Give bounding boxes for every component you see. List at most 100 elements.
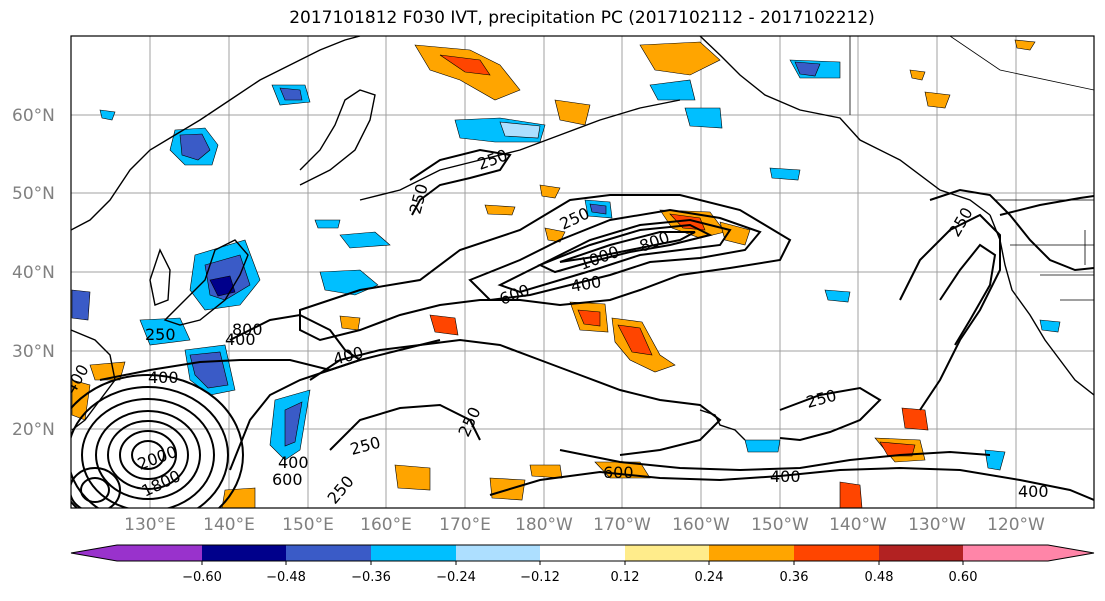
coastline-asia — [71, 36, 361, 231]
colorbar-segment — [963, 545, 1048, 561]
lon-label: 140°W — [829, 515, 887, 535]
ivt-contour-250 — [329, 403, 481, 451]
coastlines — [71, 36, 1094, 441]
precip-negative-area — [684, 107, 723, 129]
lon-label: 160°W — [672, 515, 730, 535]
coastline-aleutians — [359, 99, 681, 201]
colorbar-segment — [625, 545, 709, 561]
lon-label: 150°E — [282, 515, 334, 535]
contour-label: 400 — [278, 453, 309, 472]
contour-label: 250 — [145, 325, 176, 344]
precip-positive-area — [577, 309, 601, 327]
colorbar-segment — [202, 545, 286, 561]
precip-positive-area — [924, 91, 951, 109]
colorbar-segment — [794, 545, 879, 561]
coastline-na-west — [989, 214, 1094, 396]
ivt-contour-ring — [95, 410, 201, 500]
colorbar-tick-label: −0.24 — [436, 570, 476, 585]
precip-positive-area — [89, 361, 126, 381]
lon-label: 130°W — [908, 515, 966, 535]
precip-negative-area — [499, 121, 541, 139]
precip-positive-area — [901, 407, 929, 431]
ivt-contour-ring — [131, 440, 165, 470]
colorbar-tick-label: −0.48 — [266, 570, 306, 585]
precip-positive-area — [529, 464, 563, 479]
coastline-kamchatka — [299, 89, 376, 186]
contour-label: 400 — [1018, 482, 1049, 501]
precip-positive-area — [639, 41, 721, 76]
precip-negative-area — [279, 87, 303, 101]
ivt-contour-ring — [80, 477, 110, 503]
lat-label: 60°N — [12, 106, 55, 126]
ivt-contour-250 — [299, 194, 792, 342]
contour-label: 400 — [148, 368, 179, 387]
precip-negative-area — [744, 439, 781, 453]
lon-label: 170°E — [439, 515, 491, 535]
lon-label: 150°W — [751, 515, 809, 535]
precip-positive-area — [1014, 39, 1036, 51]
ivt-contour-800 — [537, 223, 713, 274]
colorbar-tick-label: −0.36 — [351, 570, 391, 585]
colorbar-tick-label: 0.12 — [611, 570, 640, 585]
ivt-contour-ring — [119, 430, 177, 480]
lon-label: 120°W — [987, 515, 1045, 535]
colorbar-segment — [286, 545, 371, 561]
precip-positive-area — [879, 441, 916, 457]
precip-negative-area — [649, 79, 696, 101]
colorbar-tick-label: 0.36 — [780, 570, 809, 585]
precip-negative-area — [179, 133, 211, 161]
precip-negative-area — [99, 109, 116, 121]
precip-negative-area — [284, 401, 303, 447]
colorbar-segment — [456, 545, 540, 561]
contour-label: 600 — [272, 470, 303, 489]
ivt-contour-600 — [559, 449, 991, 472]
latitude-labels: 60°N 50°N 40°N 30°N 20°N — [12, 106, 55, 440]
precip-negative-area — [71, 289, 91, 321]
political-borders — [849, 36, 1094, 301]
precip-positive-area — [339, 315, 361, 331]
colorbar-segment — [371, 545, 456, 561]
coastline-korea — [149, 248, 171, 306]
ivt-contour-600 — [497, 218, 732, 294]
precip-positive-area — [719, 221, 751, 246]
map-title: 2017101812 F030 IVT, precipitation PC (2… — [289, 8, 875, 28]
ivt-contour-250 — [999, 195, 1094, 216]
colorbar-segment — [709, 545, 794, 561]
precip-positive-area — [839, 481, 863, 508]
map-frame — [70, 35, 1095, 509]
precip-positive-area — [617, 324, 653, 356]
precip-negative-area — [794, 61, 821, 77]
ivt-contour-250 — [929, 188, 1094, 272]
precip-positive-area — [439, 54, 491, 76]
colorbar: −0.60 −0.48 −0.36 −0.24 −0.12 0.12 0.24 … — [70, 544, 1095, 585]
ivt-contour-250 — [309, 338, 722, 456]
lat-label: 30°N — [12, 342, 55, 362]
lon-label: 160°E — [360, 515, 412, 535]
lon-label: 170°W — [593, 515, 651, 535]
precip-negative-area — [339, 231, 391, 249]
contour-label: 600 — [603, 463, 634, 482]
lon-label: 180°W — [515, 515, 573, 535]
precip-positive-area — [394, 464, 431, 491]
colorbar-tick-label: 0.60 — [949, 570, 978, 585]
ivt-contour-ring — [107, 420, 189, 490]
colorbar-extend-high — [1048, 545, 1094, 561]
precip-negative-area — [589, 203, 607, 215]
ivt-contour-ring — [71, 467, 121, 508]
lon-label: 130°E — [124, 515, 176, 535]
precip-positive-area — [484, 204, 516, 216]
ivt-contour-250 — [409, 148, 512, 216]
contour-label: 400 — [225, 330, 256, 349]
ivt-contour-400 — [489, 466, 1094, 501]
ivt-contour-400 — [468, 208, 762, 302]
precip-negative-area — [769, 167, 801, 181]
precipitation-shading — [71, 39, 1061, 508]
precip-negative-area — [209, 275, 236, 297]
precip-positive-area — [544, 227, 566, 243]
colorbar-tick-label: 0.48 — [865, 570, 894, 585]
precip-negative-area — [314, 219, 341, 229]
colorbar-segment — [117, 545, 202, 561]
precip-positive-area — [909, 69, 926, 81]
contour-labels: 250 250 250 250 250 250 250 250 1000 800… — [71, 145, 1049, 507]
